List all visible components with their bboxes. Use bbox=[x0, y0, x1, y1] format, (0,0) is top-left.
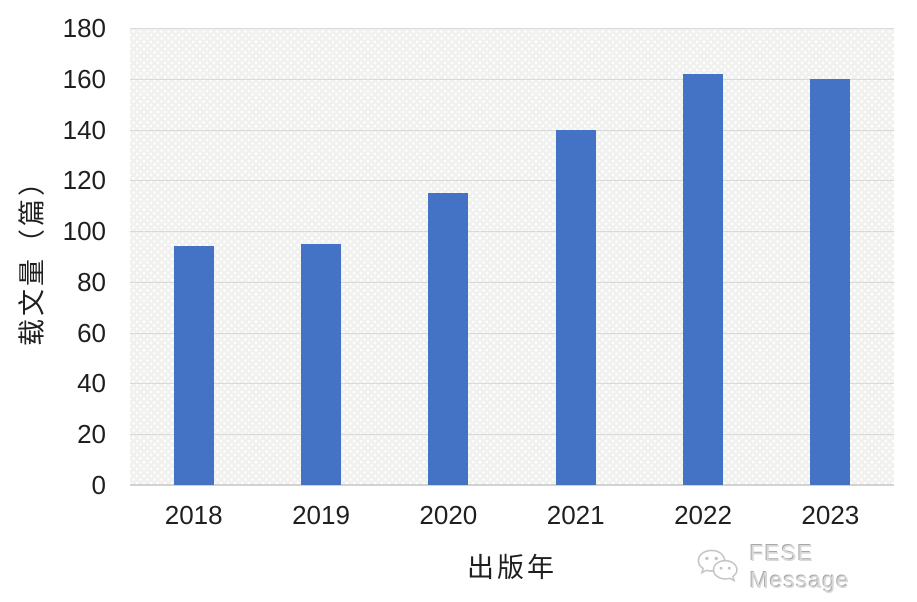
gridline bbox=[130, 78, 894, 80]
wechat-icon bbox=[697, 549, 738, 583]
x-tick-label: 2020 bbox=[419, 500, 478, 530]
y-tick-label: 140 bbox=[62, 114, 106, 145]
watermark: FESE Message bbox=[696, 540, 917, 594]
y-tick-label: 60 bbox=[77, 317, 106, 348]
x-axis-line bbox=[130, 484, 894, 486]
y-tick-label: 100 bbox=[62, 216, 106, 247]
gridline bbox=[130, 129, 894, 131]
bar-2021 bbox=[555, 129, 596, 485]
y-tick-label: 120 bbox=[62, 165, 106, 196]
gridline bbox=[130, 180, 894, 182]
gridline bbox=[130, 332, 894, 334]
y-tick-label: 80 bbox=[77, 266, 106, 297]
x-axis-title: 出版年 bbox=[467, 553, 557, 583]
x-tick-label: 2023 bbox=[801, 500, 860, 530]
y-tick-label: 0 bbox=[91, 470, 106, 500]
bar-2019 bbox=[301, 243, 341, 485]
x-tick-label: 2019 bbox=[292, 500, 350, 530]
bar-2022 bbox=[683, 73, 723, 485]
bar-2018 bbox=[173, 246, 214, 485]
x-tick-label: 2021 bbox=[546, 500, 605, 530]
watermark-label: FESE Message bbox=[749, 540, 851, 593]
bar-2023 bbox=[810, 78, 851, 485]
y-tick-label: 160 bbox=[62, 63, 106, 94]
gridline bbox=[130, 434, 894, 436]
plot-area bbox=[130, 28, 894, 486]
x-tick-label: 2022 bbox=[674, 500, 732, 530]
y-tick-label: 180 bbox=[62, 13, 106, 43]
gridline bbox=[130, 231, 894, 233]
x-tick-label: 2018 bbox=[164, 500, 223, 530]
y-tick-label: 20 bbox=[77, 419, 106, 450]
gridline bbox=[130, 28, 894, 29]
gridline bbox=[130, 383, 894, 385]
gridline bbox=[130, 281, 894, 283]
bar-2020 bbox=[428, 193, 469, 485]
y-tick-label: 40 bbox=[77, 368, 106, 399]
